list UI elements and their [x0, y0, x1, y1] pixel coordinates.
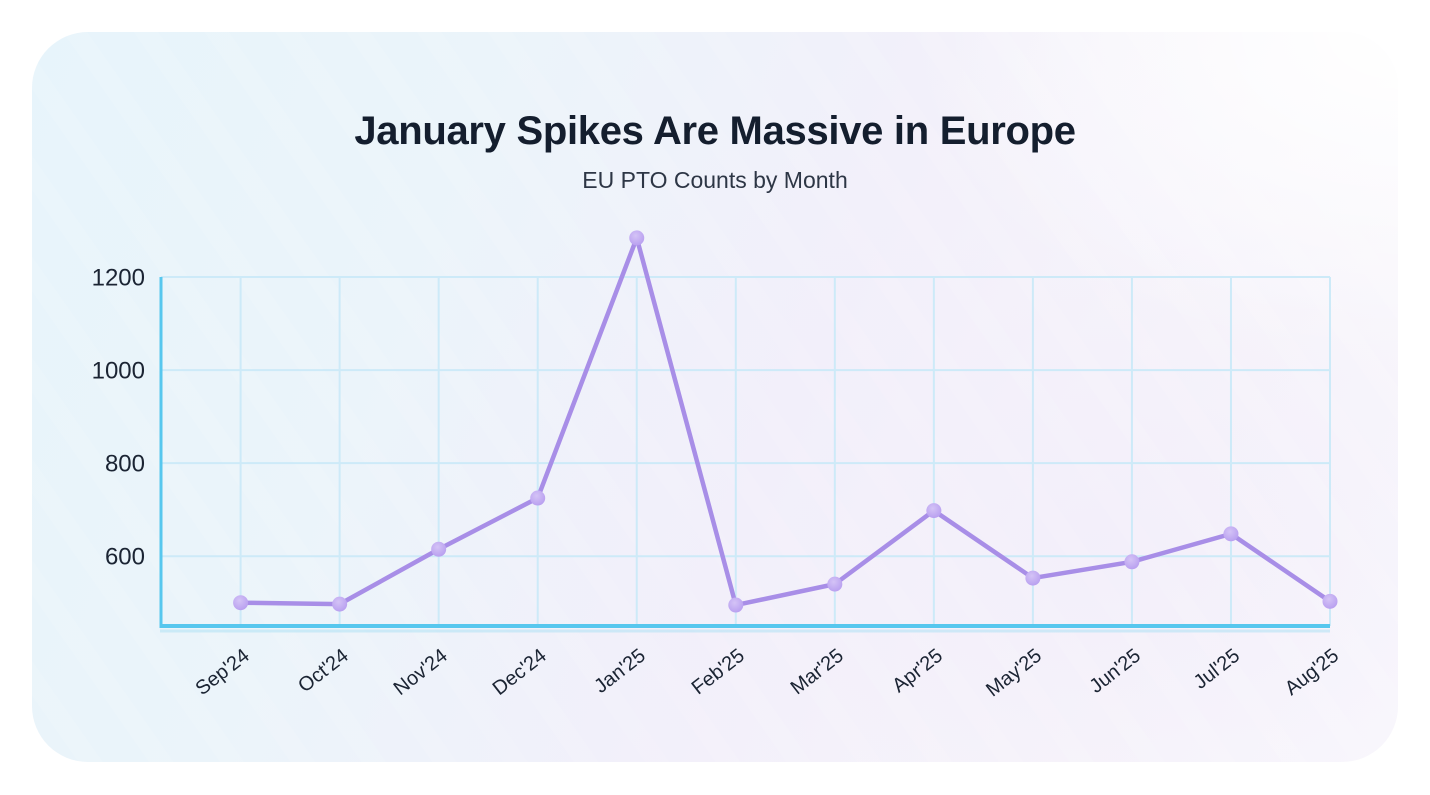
y-tick-label: 1200 [92, 264, 145, 291]
data-point [431, 541, 447, 557]
data-point [1025, 570, 1041, 586]
x-tick-label: Feb'25 [688, 645, 749, 700]
data-point [332, 596, 348, 612]
series-line [238, 235, 1333, 608]
data-point [728, 597, 744, 613]
data-point [926, 503, 942, 519]
x-tick-label: Aug'25 [1281, 645, 1343, 700]
chart-title: January Spikes Are Massive in Europe [354, 109, 1076, 153]
chart-subtitle: EU PTO Counts by Month [582, 167, 848, 193]
x-tick-label: May'25 [982, 645, 1046, 702]
x-tick-label: Jan'25 [590, 645, 649, 698]
y-tick-label: 800 [105, 451, 145, 478]
data-point [233, 595, 249, 611]
data-point [530, 490, 546, 506]
data-point [1223, 526, 1239, 542]
x-tick-label: Jul'25 [1190, 645, 1244, 694]
x-tick-label: Oct'24 [294, 645, 353, 698]
x-tick-label: Sep'24 [192, 645, 254, 700]
chart-header: January Spikes Are Massive in Europe EU … [0, 108, 1430, 194]
x-tick-label: Jun'25 [1086, 645, 1145, 698]
data-point [1322, 593, 1338, 609]
data-point [629, 230, 645, 246]
x-tick-label: Dec'24 [489, 645, 551, 700]
y-tick-label: 1000 [92, 357, 145, 384]
y-tick-label: 600 [105, 544, 145, 571]
data-point [827, 576, 843, 592]
data-point [1124, 554, 1140, 570]
x-tick-label: Apr'25 [888, 645, 947, 698]
x-tick-label: Mar'25 [787, 645, 848, 700]
x-tick-label: Nov'24 [390, 645, 452, 700]
chart-card [32, 32, 1398, 762]
